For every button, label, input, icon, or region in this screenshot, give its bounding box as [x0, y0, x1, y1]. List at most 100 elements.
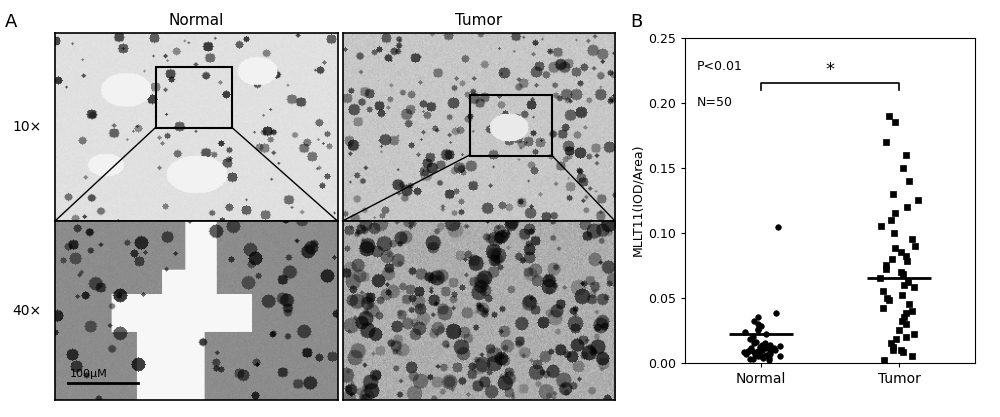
Point: [901, 177, 917, 184]
Point: [760, 353, 776, 359]
Point: [750, 326, 766, 332]
Text: *: *: [826, 61, 834, 79]
Point: [886, 229, 902, 236]
Point: [750, 348, 766, 354]
Point: [888, 336, 904, 343]
Point: [762, 344, 778, 351]
Point: [742, 356, 758, 362]
Point: [741, 348, 757, 354]
Point: [746, 318, 762, 324]
Point: [748, 339, 764, 345]
Point: [754, 347, 770, 353]
Point: [878, 266, 894, 272]
Point: [898, 320, 914, 327]
Point: [750, 314, 766, 321]
Point: [894, 292, 910, 299]
Point: [745, 334, 761, 340]
Point: [876, 357, 892, 364]
Point: [770, 224, 786, 231]
Point: [758, 331, 774, 337]
Point: [883, 340, 899, 347]
Point: [895, 164, 911, 171]
Point: [743, 345, 759, 352]
Point: [736, 349, 752, 356]
Point: [883, 216, 899, 223]
Point: [904, 236, 920, 243]
Point: [910, 197, 926, 203]
Point: [898, 151, 914, 158]
Point: [894, 318, 910, 324]
Point: [750, 320, 766, 327]
Point: [881, 112, 897, 119]
Point: [753, 323, 769, 330]
Point: [904, 307, 920, 314]
Point: [907, 242, 923, 249]
Point: [906, 284, 922, 291]
Point: [749, 349, 765, 356]
Point: [878, 262, 894, 269]
Point: [900, 279, 916, 286]
Point: [755, 354, 771, 361]
Point: [746, 340, 762, 347]
Point: [875, 305, 891, 311]
Point: [885, 190, 901, 197]
Point: [762, 350, 778, 357]
Point: [895, 349, 911, 356]
Point: [745, 356, 761, 362]
Point: [752, 352, 768, 358]
Point: [884, 255, 900, 262]
Text: 100μM: 100μM: [70, 369, 107, 379]
Point: [768, 310, 784, 317]
Point: [742, 336, 758, 343]
Point: [898, 310, 914, 317]
Point: [881, 297, 897, 304]
Point: [758, 345, 774, 352]
Point: [906, 331, 922, 337]
Point: [872, 275, 888, 281]
Point: [746, 349, 762, 356]
Point: [873, 223, 889, 229]
Point: [772, 353, 788, 359]
Point: [762, 349, 778, 356]
Text: B: B: [630, 13, 642, 30]
Point: [757, 342, 773, 349]
Point: [761, 357, 777, 364]
Point: [749, 352, 765, 358]
Point: [754, 341, 770, 348]
Text: A: A: [5, 13, 17, 30]
Point: [761, 354, 777, 361]
Text: P<0.01: P<0.01: [697, 60, 742, 73]
Point: [758, 352, 774, 358]
Y-axis label: MLLT11(IOD/Area): MLLT11(IOD/Area): [631, 144, 644, 256]
Point: [772, 342, 788, 349]
Point: [747, 350, 763, 357]
Text: 10×: 10×: [12, 120, 41, 134]
Point: [878, 138, 894, 145]
Text: Normal: Normal: [169, 13, 224, 28]
Point: [901, 301, 917, 308]
Point: [896, 281, 912, 288]
Point: [767, 347, 783, 353]
Point: [757, 340, 773, 347]
Point: [896, 314, 912, 321]
Point: [899, 258, 915, 265]
Point: [887, 119, 903, 126]
Point: [753, 353, 769, 359]
Point: [893, 347, 909, 353]
Point: [750, 353, 766, 359]
Point: [885, 347, 901, 353]
Point: [754, 347, 770, 353]
Point: [762, 341, 778, 348]
Point: [893, 249, 909, 256]
Point: [738, 350, 754, 357]
Point: [737, 328, 753, 335]
Point: [898, 334, 914, 340]
Text: Tumor: Tumor: [455, 13, 502, 28]
Point: [740, 348, 756, 354]
Text: N=50: N=50: [697, 96, 733, 109]
Point: [875, 288, 891, 294]
Point: [904, 353, 920, 359]
Bar: [470, 95, 552, 156]
Point: [898, 253, 914, 259]
Point: [750, 327, 766, 334]
